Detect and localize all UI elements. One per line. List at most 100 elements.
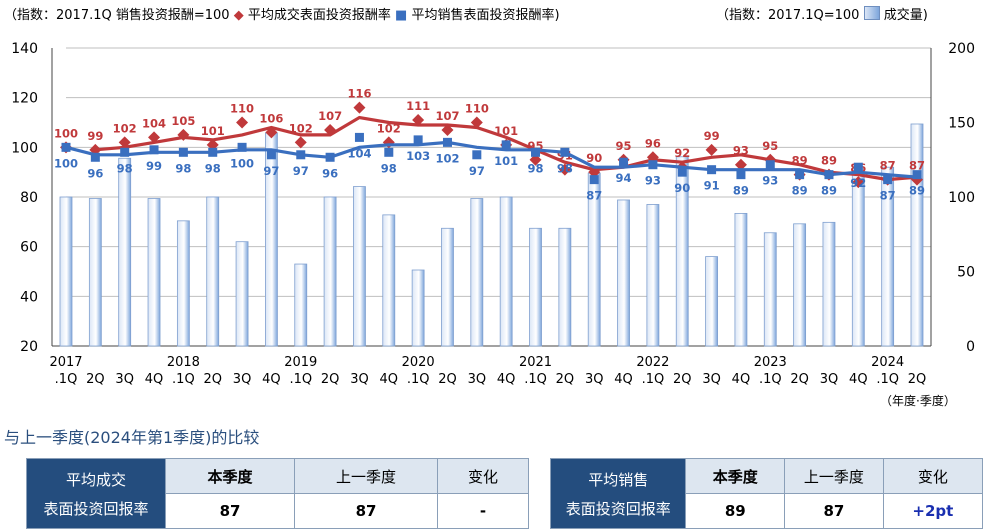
value-current: 87: [165, 493, 295, 529]
data-label: 107: [435, 109, 459, 123]
data-label: 87: [586, 189, 602, 203]
x-quarter-label: 2Q: [438, 372, 457, 387]
volume-bar: [411, 269, 425, 347]
x-year-label: 2017: [49, 355, 82, 370]
col-header-current: 本季度: [165, 458, 295, 494]
data-label: 89: [821, 154, 837, 168]
data-point-marker: [149, 145, 159, 155]
data-point-marker: [384, 147, 394, 157]
legend-left: （指数：2017.1Q 销售投资报酬=100 ◆ 平均成交表面投资报酬率 ■ 平…: [4, 4, 560, 23]
data-point-marker: [237, 142, 247, 152]
data-point-marker: [294, 136, 307, 149]
data-label: 89: [821, 184, 837, 198]
y-left-tick-label: 60: [20, 240, 38, 256]
data-point-marker: [296, 150, 306, 160]
x-quarter-label: 3Q: [350, 372, 369, 387]
x-quarter-label: .1Q: [55, 372, 78, 387]
data-point-marker: [354, 132, 364, 142]
legend-prefix-left: （指数：2017.1Q 销售投资报酬=100: [4, 8, 230, 23]
data-point-marker: [412, 114, 425, 127]
x-year-label: 2018: [167, 355, 200, 370]
data-label: 101: [494, 154, 518, 168]
value-current: 89: [685, 493, 786, 529]
data-label: 98: [175, 161, 191, 175]
y-left-tick-label: 40: [20, 289, 38, 305]
volume-bar: [705, 256, 718, 347]
x-quarter-label: .1Q: [407, 372, 430, 387]
x-quarter-label: 2Q: [556, 372, 575, 387]
data-label: 105: [171, 114, 195, 128]
data-label: 97: [293, 164, 309, 178]
x-year-label: 2021: [519, 355, 552, 370]
row-header-line1: 平均成交: [65, 470, 126, 489]
volume-bar: [910, 123, 924, 347]
data-label: 99: [704, 129, 720, 143]
data-label: 90: [674, 181, 690, 195]
volume-bar: [646, 204, 660, 347]
volume-bar: [382, 214, 396, 347]
y-right-tick-label: 200: [948, 41, 975, 57]
data-point-marker: [472, 150, 482, 160]
row-header-line2: 表面投资回报率: [565, 499, 671, 518]
section-title: 与上一季度(2024年第1季度)的比较: [4, 428, 260, 447]
data-label: 106: [259, 111, 283, 125]
x-quarter-label: 3Q: [233, 372, 252, 387]
x-year-label: 2023: [754, 355, 787, 370]
volume-bar: [529, 227, 542, 347]
data-label: 101: [494, 124, 518, 138]
data-label: 90: [586, 151, 602, 165]
x-quarter-label: 3Q: [702, 372, 721, 387]
data-label: 98: [205, 161, 221, 175]
data-label: 111: [406, 99, 430, 113]
volume-bar: [558, 227, 572, 347]
volume-bar: [294, 263, 308, 347]
data-point-marker: [61, 142, 71, 152]
data-point-marker: [705, 143, 718, 156]
x-quarter-label: 4Q: [849, 372, 868, 387]
data-point-marker: [853, 162, 863, 172]
value-previous: 87: [294, 493, 438, 529]
x-year-label: 2019: [284, 355, 317, 370]
y-left-tick-label: 140: [11, 41, 38, 57]
volume-bar: [59, 196, 73, 347]
data-point-marker: [734, 158, 747, 171]
volume-bar: [118, 157, 132, 347]
data-label: 98: [381, 161, 397, 175]
data-label: 98: [117, 161, 133, 175]
data-point-marker: [589, 175, 599, 185]
volume-bar: [470, 198, 484, 347]
data-label: 89: [792, 184, 808, 198]
data-label: 99: [87, 129, 103, 143]
y-right-tick-label: 0: [966, 339, 975, 355]
x-quarter-label: .1Q: [172, 372, 195, 387]
volume-bar: [675, 156, 689, 347]
data-label: 92: [850, 176, 866, 190]
data-point-marker: [90, 152, 100, 162]
data-point-marker: [677, 167, 687, 177]
y-left-tick-label: 80: [20, 190, 38, 206]
comparison-table-listing: 平均销售 表面投资回报率 本季度 上一季度 变化 89 87 +2pt: [549, 458, 983, 529]
x-quarter-label: .1Q: [759, 372, 782, 387]
volume-bar: [734, 212, 748, 347]
row-header-transaction: 平均成交 表面投资回报率: [26, 458, 166, 529]
x-quarter-label: 4Q: [262, 372, 281, 387]
data-point-marker: [325, 152, 335, 162]
value-change: -: [437, 493, 529, 529]
data-point-marker: [353, 101, 366, 114]
data-label: 96: [322, 166, 338, 180]
data-point-marker: [795, 170, 805, 180]
data-label: 107: [318, 109, 342, 123]
col-header-change: 变化: [882, 458, 983, 494]
col-header-current: 本季度: [685, 458, 786, 494]
x-quarter-label: 2Q: [203, 372, 222, 387]
data-label: 91: [704, 179, 720, 193]
volume-bar: [763, 232, 777, 347]
data-label: 96: [645, 136, 661, 150]
data-point-marker: [208, 147, 218, 157]
x-quarter-label: 4Q: [497, 372, 516, 387]
volume-bar: [176, 220, 190, 347]
data-point-marker: [118, 136, 131, 149]
x-quarter-label: 3Q: [820, 372, 839, 387]
data-point-marker: [413, 135, 423, 145]
data-point-marker: [558, 163, 571, 176]
